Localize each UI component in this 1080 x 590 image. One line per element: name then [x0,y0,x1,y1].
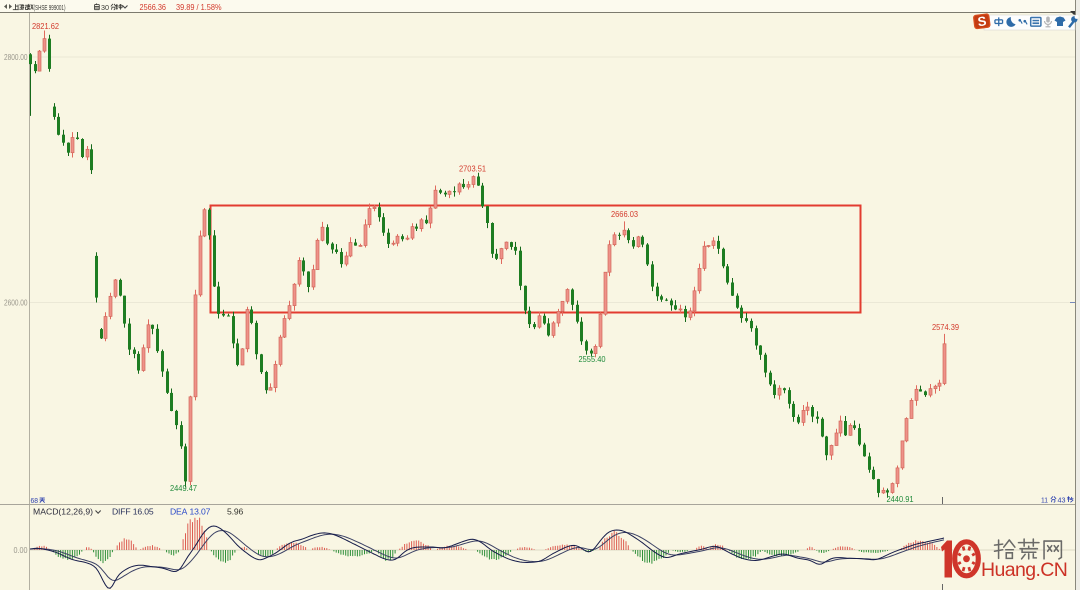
svg-text:DIFF 16.05: DIFF 16.05 [112,507,154,517]
svg-text:2566.36: 2566.36 [140,3,167,12]
svg-text:39.89 / 1.58%: 39.89 / 1.58% [176,3,222,12]
svg-text:2800.00: 2800.00 [4,53,28,62]
svg-text:2449.47: 2449.47 [170,484,197,493]
svg-text:2666.03: 2666.03 [611,210,638,219]
svg-text:11: 11 [1041,496,1048,505]
svg-text:S: S [977,13,988,29]
svg-text:2440.91: 2440.91 [887,495,914,504]
svg-text:Huang.CN: Huang.CN [981,559,1067,581]
svg-text:2703.51: 2703.51 [459,165,486,174]
svg-text:2574.39: 2574.39 [932,323,959,332]
svg-text:43: 43 [1058,496,1066,505]
svg-text:5.96: 5.96 [227,507,243,517]
svg-text:DEA 13.07: DEA 13.07 [170,507,211,517]
svg-text:2821.62: 2821.62 [32,22,59,31]
svg-text:68: 68 [31,496,39,505]
svg-text:2600.00: 2600.00 [4,299,28,308]
svg-text:MACD(12,26,9): MACD(12,26,9) [33,507,93,517]
svg-text:(SHSE 999001): (SHSE 999001) [34,3,66,12]
svg-text:2555.40: 2555.40 [579,355,607,364]
svg-text:30: 30 [101,3,109,12]
svg-text:0.00: 0.00 [14,546,28,555]
